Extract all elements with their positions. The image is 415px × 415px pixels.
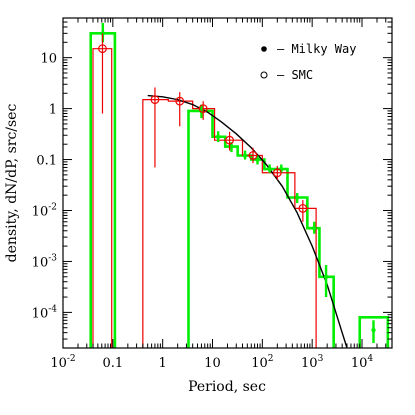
milky-way-point (312, 225, 317, 231)
tick-exponent: -2 (48, 202, 57, 212)
tick-label: 10-3 (32, 253, 58, 270)
legend-marker-filled (261, 46, 267, 52)
y-axis-title: density, dN/dP, src/sec (4, 104, 20, 263)
smc-point (225, 135, 234, 145)
tick-base: 10 (251, 356, 268, 371)
smc-point (298, 203, 308, 213)
milky-way-point (215, 134, 221, 139)
smc-point (248, 151, 258, 160)
milky-way-histogram (89, 32, 390, 348)
milky-way-point (323, 274, 329, 279)
red-errorbars (101, 33, 304, 222)
green-bins (89, 32, 390, 348)
tick-base: 10 (301, 356, 318, 371)
y-ticks (63, 17, 392, 349)
smc-histogram (92, 48, 317, 348)
tick-label: 103 (301, 354, 324, 371)
tick-label: 104 (351, 354, 374, 371)
smc-point (150, 95, 160, 105)
tick-exponent: 3 (318, 354, 324, 364)
smc-point (198, 104, 208, 113)
tick-base: 10 (32, 306, 49, 321)
tick-label: 10-4 (32, 304, 58, 321)
milky-way-point (371, 327, 376, 333)
milky-way-point (294, 195, 300, 200)
milky-way-point (242, 153, 248, 158)
legend-label-milky-way: – Milky Way (277, 42, 356, 56)
tick-base: 10 (50, 356, 67, 371)
red-bins (92, 48, 317, 348)
tick-label: 102 (251, 354, 273, 371)
model-curve-layer (147, 94, 348, 348)
red-markers (98, 44, 308, 213)
tick-exponent: -3 (48, 253, 57, 263)
legend-label-smc: – SMC (277, 68, 313, 82)
legend-marker-open (260, 71, 268, 79)
tick-label: 10 (40, 52, 57, 67)
tick-label: 10-2 (50, 354, 75, 371)
smc-point (175, 96, 185, 106)
model-curve (147, 94, 348, 348)
plot-frame (62, 17, 393, 349)
smc-point (272, 168, 282, 178)
tick-label: 0.1 (102, 356, 123, 371)
milky-way-point (267, 166, 272, 172)
tick-base: 10 (351, 356, 368, 371)
legend-dash: – (277, 42, 291, 56)
tick-exponent: 4 (367, 354, 373, 364)
milky-way-point (255, 157, 260, 162)
tick-label: 10 (204, 356, 221, 371)
tick-base: 10 (32, 204, 49, 219)
tick-exponent: -4 (48, 304, 57, 314)
tick-exponent: -2 (67, 354, 76, 364)
legend: – Milky Way – SMC (260, 42, 356, 82)
x-axis-title: Period, sec (188, 379, 266, 395)
smc-point (98, 44, 107, 54)
milky-way-point (229, 144, 234, 149)
x-tick-labels: 10-2 0.1 1 10 102 103 104 (50, 354, 373, 371)
tick-label: 10-2 (32, 202, 57, 219)
tick-label: 0.1 (36, 154, 57, 169)
x-ticks (62, 18, 393, 348)
legend-series-name: SMC (291, 68, 313, 82)
tick-label: 1 (49, 103, 57, 118)
legend-series-name: Milky Way (291, 42, 356, 56)
tick-exponent: 2 (268, 354, 274, 364)
tick-label: 1 (159, 356, 167, 371)
tick-base: 10 (32, 255, 49, 270)
legend-dash: – (277, 68, 291, 82)
